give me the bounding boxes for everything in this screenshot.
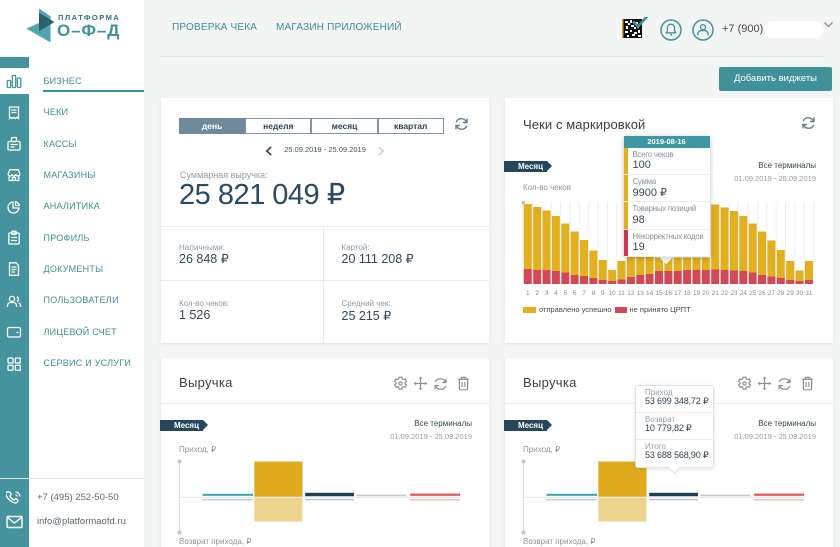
svg-text:25: 25: [749, 290, 757, 297]
svg-text:11: 11: [618, 290, 625, 297]
svg-text:29: 29: [787, 290, 795, 297]
svg-text:27: 27: [768, 290, 776, 297]
svg-text:9: 9: [601, 290, 605, 297]
svg-text:20: 20: [702, 290, 710, 297]
svg-text:28: 28: [777, 290, 785, 297]
svg-text:8: 8: [592, 290, 596, 297]
svg-text:1: 1: [526, 290, 530, 297]
svg-text:7: 7: [582, 290, 586, 297]
svg-text:3: 3: [545, 290, 549, 297]
svg-text:13: 13: [637, 290, 645, 297]
svg-text:24: 24: [740, 290, 748, 297]
svg-text:22: 22: [721, 290, 729, 297]
svg-text:18: 18: [683, 290, 691, 297]
svg-text:14: 14: [646, 290, 654, 297]
svg-text:23: 23: [730, 290, 738, 297]
svg-text:2: 2: [535, 290, 539, 297]
svg-text:6: 6: [573, 290, 577, 297]
svg-text:15: 15: [655, 290, 663, 297]
svg-text:12: 12: [627, 290, 635, 297]
svg-text:4: 4: [554, 290, 558, 297]
svg-text:26: 26: [758, 290, 766, 297]
svg-text:5: 5: [563, 290, 567, 297]
svg-text:10: 10: [609, 290, 617, 297]
svg-text:17: 17: [674, 290, 682, 297]
svg-text:30: 30: [796, 290, 804, 297]
svg-text:16: 16: [665, 290, 673, 297]
svg-text:21: 21: [712, 290, 720, 297]
svg-text:19: 19: [693, 290, 701, 297]
svg-text:31: 31: [805, 290, 813, 297]
